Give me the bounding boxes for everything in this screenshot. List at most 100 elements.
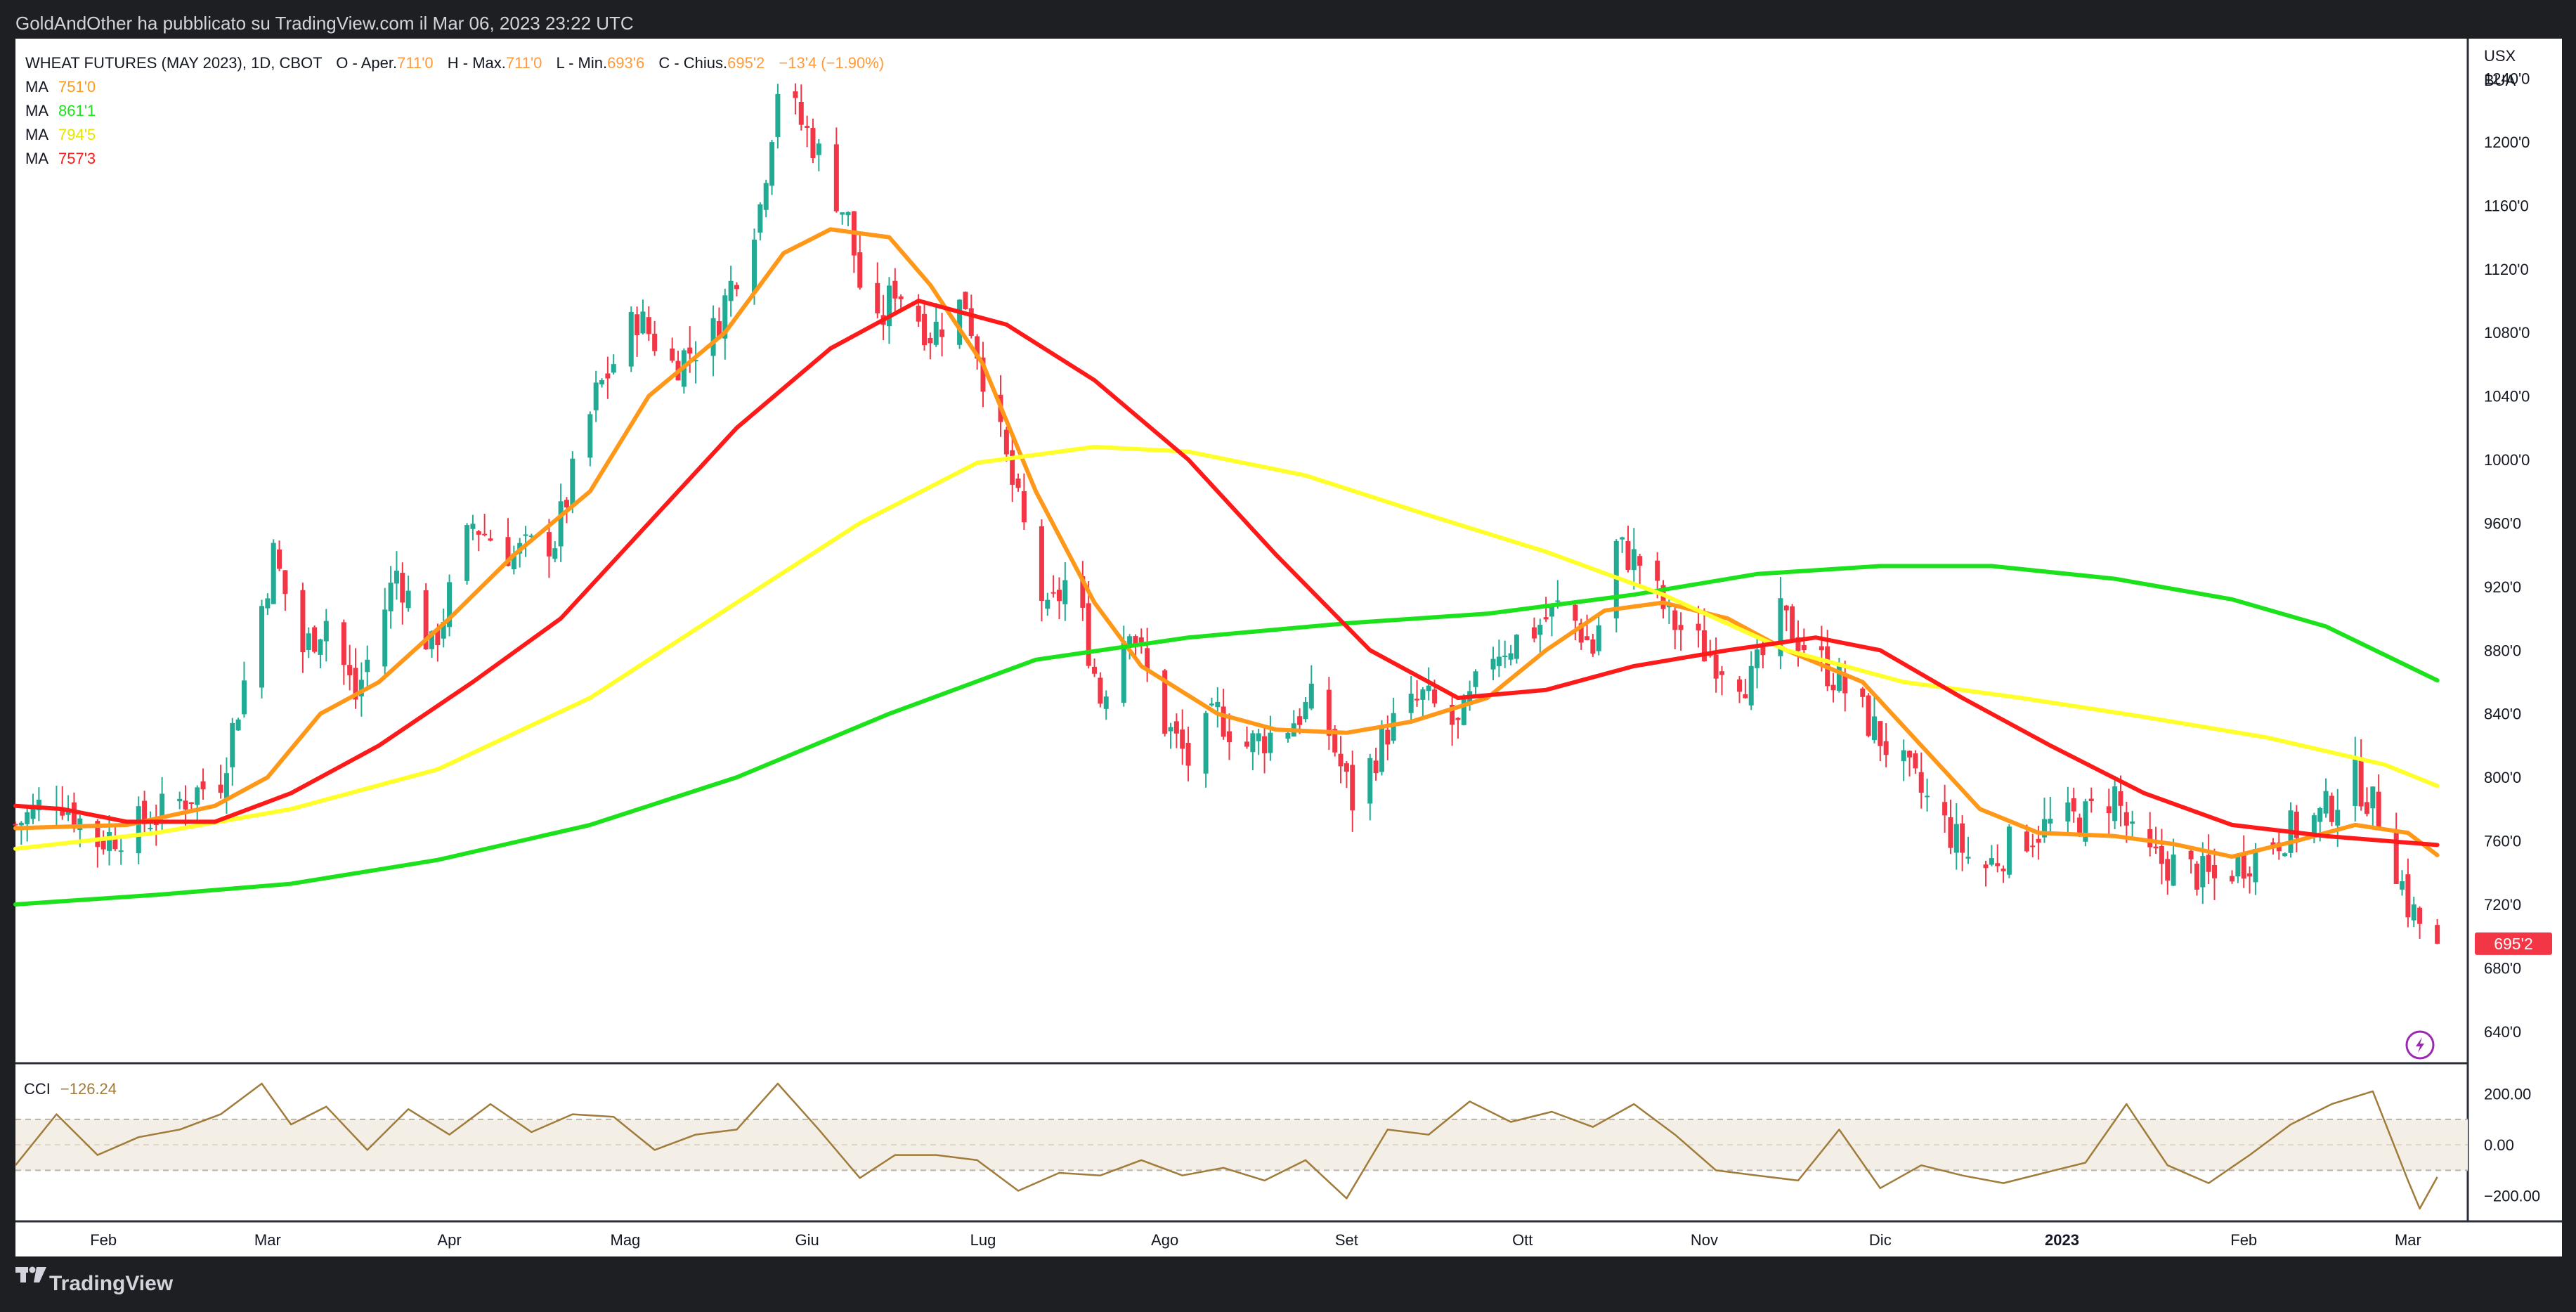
moving-average-lines [13,227,2440,907]
ma-line-1[interactable] [13,227,2440,859]
candle [1783,604,1789,632]
candle [716,307,722,338]
legend-ma-1[interactable]: MA 751'0 [25,78,96,96]
candle [2112,775,2118,830]
candle [1226,713,1232,760]
cci-tick-label: 200.00 [2484,1086,2531,1103]
candle [382,587,388,679]
price-axis-ticks: 1240'0 1200'0 1160'0 1120'0 1080'0 1040'0 1000… [2484,70,2530,1041]
candle [235,717,241,732]
candle [271,539,276,604]
candle [142,791,148,834]
candle [939,313,945,357]
candle [2435,918,2440,944]
price-tick-label: 1000'0 [2484,451,2530,469]
price-tick-label: 1240'0 [2484,70,2530,88]
candle [552,541,558,563]
candle [1308,665,1314,710]
candle [805,115,810,148]
candle [2118,775,2123,827]
candle [628,306,634,372]
candle [1062,561,1068,621]
candle [1748,651,1754,710]
right-price-axis[interactable] [2468,39,2562,1221]
candle [60,786,65,820]
candle [318,638,323,668]
legend-ma-3[interactable]: MA 794'5 [25,126,96,143]
price-tick-label: 800'0 [2484,769,2521,786]
candle [1010,437,1015,502]
legend-ma-2[interactable]: MA 861'1 [25,102,96,119]
candle [933,303,939,347]
candle [763,179,769,218]
candle [136,796,141,864]
candle [1925,778,1930,812]
legend-cci[interactable]: CCI −126.24 [24,1080,117,1098]
candle [1209,697,1214,707]
candle [523,526,528,557]
cci-line[interactable] [15,1082,2438,1210]
candle [1414,680,1420,707]
candle [1326,677,1332,751]
candle [2171,838,2176,886]
candle [1015,473,1021,492]
candle [593,370,599,422]
lightning-icon[interactable] [2405,1030,2435,1060]
candle [2001,865,2006,883]
candle [1391,697,1396,744]
candle [1620,536,1625,553]
ma-line-2[interactable] [13,564,2440,907]
time-tick-label: Feb [2230,1231,2257,1249]
candle [1543,597,1549,623]
candle [441,609,446,648]
candle [36,787,41,821]
candle [511,545,516,575]
candle [1883,723,1889,767]
price-tick-label: 1120'0 [2484,261,2529,278]
candle [1250,730,1256,771]
legend-open-value: 711'0 [397,54,434,72]
candle [1045,592,1050,616]
price-tick-label: 760'0 [2484,833,2521,850]
candle [728,266,734,317]
candle [1344,761,1349,788]
candle [1778,577,1783,670]
ma-line-3[interactable] [13,444,2440,851]
candle [1918,752,1924,809]
last-price-label: 695'2 [2494,935,2533,953]
candle [892,268,898,312]
candle [2417,906,2423,939]
candle [1743,678,1748,699]
tradingview-logo-icon [15,1266,46,1282]
candle [1801,628,1807,656]
legend-ma-4[interactable]: MA 757'3 [25,150,96,167]
candle [1203,710,1209,788]
time-axis[interactable] [15,1221,2562,1256]
candle [2329,792,2334,826]
candle [2376,774,2381,831]
candle [1332,725,1338,757]
candle [2065,786,2071,834]
candle [464,523,470,585]
candle [957,299,963,349]
price-pane[interactable] [15,39,2468,1063]
candle [1948,799,1953,855]
candle [1473,669,1478,694]
candle [2247,866,2253,894]
candle [1913,750,1918,774]
candle [300,583,306,673]
candle [646,306,651,342]
candle [722,288,728,360]
candle [1092,658,1098,677]
candle [2194,861,2199,896]
candle [1842,661,1848,712]
candle [928,332,933,360]
publisher-line: GoldAndOther ha pubblicato su TradingVie… [15,13,634,34]
ma-line-4[interactable] [13,299,2440,847]
price-tick-label: 960'0 [2484,514,2521,532]
candle [218,765,223,799]
price-tick-label: 1080'0 [2484,324,2530,342]
candle [2071,787,2076,823]
candle [693,341,698,384]
candle [306,627,311,658]
